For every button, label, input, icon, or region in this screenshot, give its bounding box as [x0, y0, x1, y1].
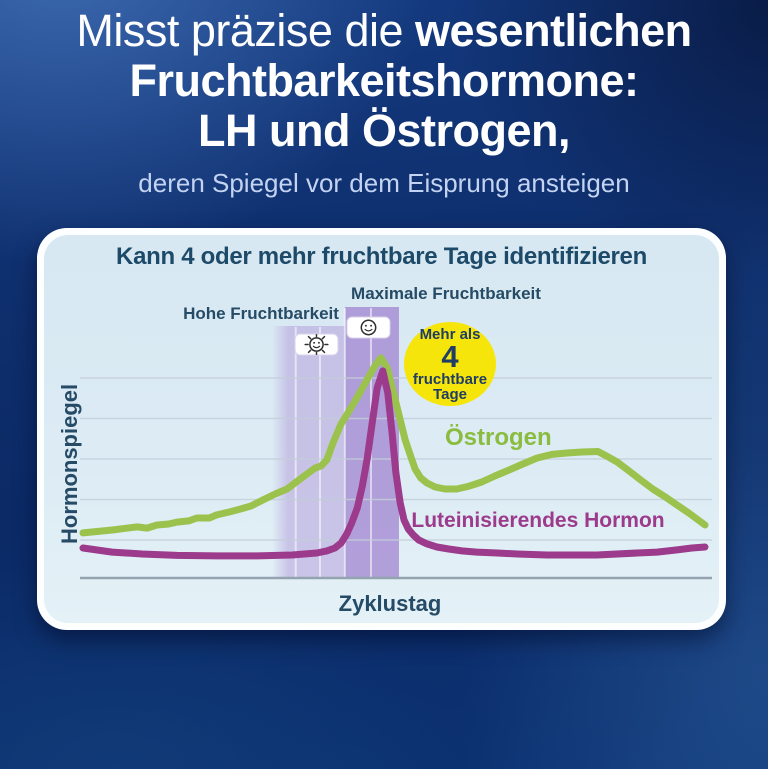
headline-line1-regular: Misst präzise die [76, 5, 415, 56]
badge-line2: fruchtbare [412, 370, 488, 388]
headline-subtitle: deren Spiegel vor dem Eisprung ansteigen [138, 168, 630, 198]
hormone-chart [79, 307, 712, 580]
headline-line1: Misst präzise die wesentlichen [0, 6, 768, 56]
high-fertility-label: Hohe Fruchtbarkeit [183, 304, 339, 323]
headline-line3: LH und Östrogen, [198, 105, 570, 156]
header: Misst präzise die wesentlichen Fruchtbar… [0, 6, 768, 199]
chart-title: Kann 4 oder mehr fruchtbare Tage identif… [116, 243, 647, 270]
more-than-4-days-badge: Mehr als 4 fruchtbare Tage [404, 322, 496, 406]
estrogen-curve [79, 354, 709, 537]
lh-curve [79, 367, 709, 560]
chart-card: Kann 4 oder mehr fruchtbare Tage identif… [37, 228, 726, 630]
headline-line2: Fruchtbarkeitshormone: [129, 55, 639, 106]
y-axis-label: Hormonspiegel [57, 383, 82, 544]
flashing-smiley-icon [294, 333, 339, 356]
x-axis-label: Zyklustag [338, 591, 442, 616]
headline-line1-bold: wesentlichen [415, 5, 692, 56]
gridlines-layer [80, 377, 712, 580]
badge-line3: Tage [433, 385, 467, 403]
static-smiley-icon [346, 316, 391, 339]
lh-series-label: Luteinisierendes Hormon [411, 509, 665, 532]
badge-number: 4 [441, 338, 459, 374]
peak-fertility-label: Maximale Fruchtbarkeit [351, 284, 541, 303]
curves-layer [79, 354, 709, 560]
badge-line1: Mehr als [419, 325, 481, 343]
estrogen-series-label: Östrogen [445, 424, 552, 451]
